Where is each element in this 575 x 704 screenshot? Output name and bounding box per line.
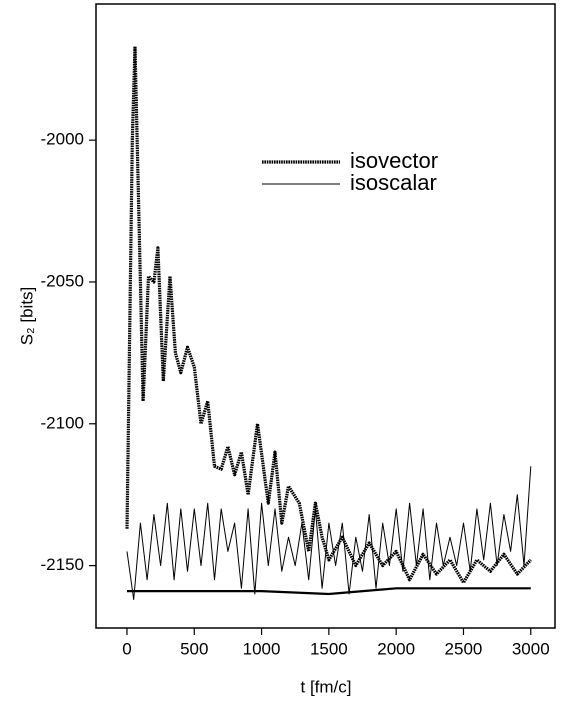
x-tick-label: 0 [122,639,131,658]
y-axis-label: S₂ [bits] [17,287,36,346]
x-tick-label: 500 [180,639,208,658]
x-tick-label: 2500 [445,639,483,658]
x-tick-label: 1000 [243,639,281,658]
y-tick-label: -2100 [41,413,84,432]
data-line [126,466,532,601]
data-line [125,44,532,585]
data-line [127,587,531,596]
y-tick-label: -2150 [41,555,84,574]
legend-label: isovector [350,148,438,173]
y-tick-label: -2050 [41,271,84,290]
x-tick-label: 3000 [512,639,550,658]
legend-label: isoscalar [350,170,437,195]
plot-frame [95,3,556,629]
x-tick-label: 1500 [310,639,348,658]
x-tick-label: 2000 [377,639,415,658]
x-axis-label: t [fm/c] [301,677,352,696]
y-tick-label: -2000 [41,130,84,149]
